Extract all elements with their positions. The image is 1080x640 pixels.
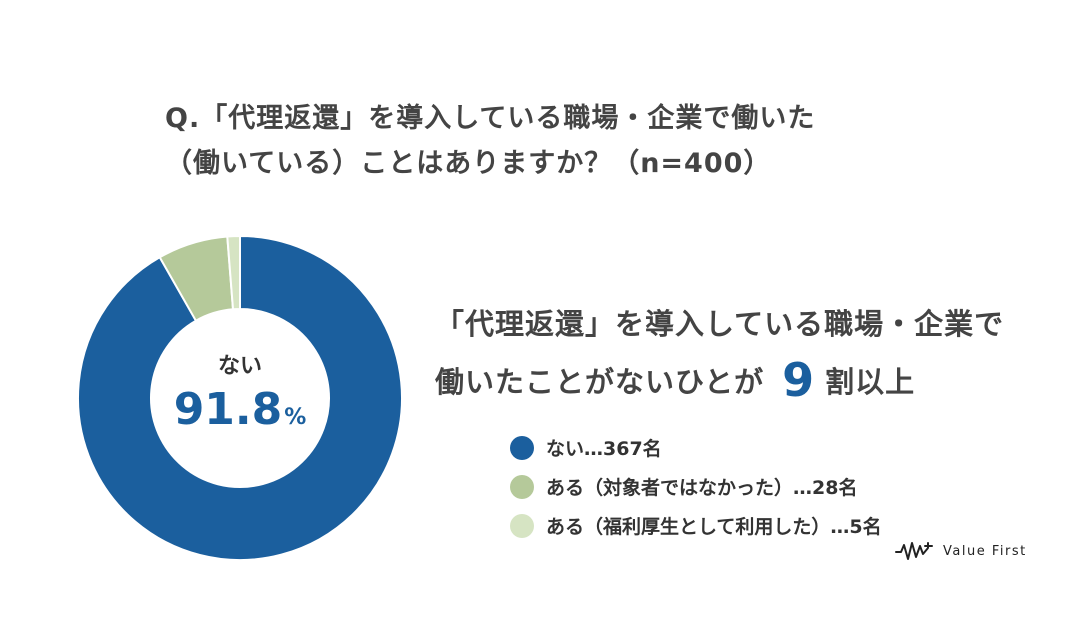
center-percent: 91.8% — [150, 384, 330, 435]
logo-mark-icon — [895, 542, 933, 560]
legend-dot — [510, 513, 534, 538]
headline-line-2: 働いたことがないひとが 9 割以上 — [435, 352, 1075, 410]
logo-text: Value First — [943, 543, 1027, 559]
legend-label: ある（対象者ではなかった）…28名 — [546, 477, 858, 499]
donut-center-label: ない 91.8% — [150, 348, 330, 435]
donut-slice — [226, 234, 241, 311]
legend: ない…367名 ある（対象者ではなかった）…28名 ある（福利厚生として利用した… — [510, 428, 882, 545]
headline-line-1: 「代理返還」を導入している職場・企業で — [435, 307, 1005, 341]
legend-item: ない…367名 — [510, 428, 882, 467]
center-percent-value: 91.8 — [173, 384, 283, 435]
center-category: ない — [217, 354, 262, 379]
donut-slice — [77, 234, 403, 561]
legend-dot — [510, 435, 534, 460]
center-percent-unit: % — [284, 405, 307, 430]
legend-label: ない…367名 — [546, 438, 662, 460]
headline: 「代理返還」を導入している職場・企業で 働いたことがないひとが 9 割以上 — [435, 296, 1075, 410]
legend-item: ある（対象者ではなかった）…28名 — [510, 467, 882, 506]
question-title: Q.「代理返還」を導入している職場・企業で働いた （働いている）ことはありますか… — [165, 96, 1025, 186]
headline-line-2-pre: 働いたことがないひとが — [435, 365, 765, 399]
question-line-2: （働いている）ことはありますか？（n=400） — [165, 148, 772, 179]
headline-big-number: 9 — [782, 353, 816, 407]
legend-dot — [510, 474, 534, 499]
brand-logo: Value First — [895, 540, 1027, 562]
headline-line-2-post: 割以上 — [825, 365, 916, 399]
donut-chart — [77, 234, 403, 561]
legend-label: ある（福利厚生として利用した）…5名 — [546, 516, 882, 538]
legend-item: ある（福利厚生として利用した）…5名 — [510, 506, 882, 545]
question-line-1: Q.「代理返還」を導入している職場・企業で働いた — [165, 103, 816, 134]
